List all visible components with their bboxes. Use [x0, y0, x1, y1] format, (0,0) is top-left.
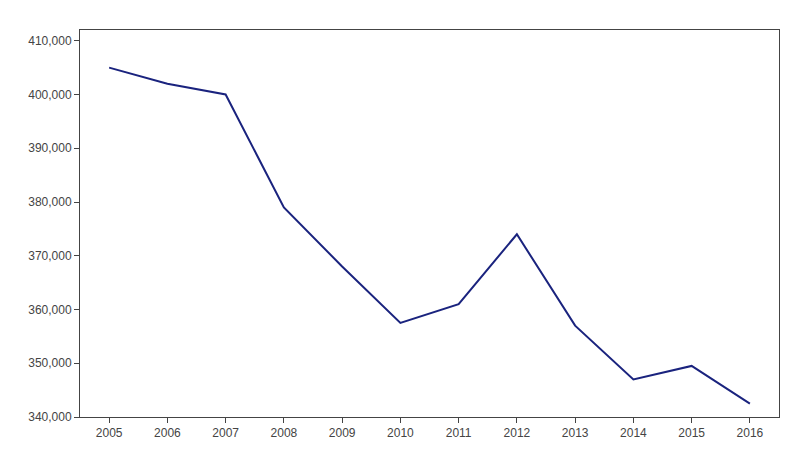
- svg-text:2005: 2005: [96, 426, 123, 440]
- svg-text:2012: 2012: [504, 426, 531, 440]
- svg-text:380,000: 380,000: [28, 195, 72, 209]
- svg-text:2007: 2007: [212, 426, 239, 440]
- svg-text:360,000: 360,000: [28, 303, 72, 317]
- svg-text:2016: 2016: [737, 426, 764, 440]
- svg-text:2006: 2006: [154, 426, 181, 440]
- svg-text:2008: 2008: [271, 426, 298, 440]
- svg-text:390,000: 390,000: [28, 141, 72, 155]
- svg-text:2009: 2009: [329, 426, 356, 440]
- svg-text:400,000: 400,000: [28, 88, 72, 102]
- svg-text:2014: 2014: [620, 426, 647, 440]
- svg-text:410,000: 410,000: [28, 34, 72, 48]
- svg-text:340,000: 340,000: [28, 410, 72, 424]
- svg-text:2011: 2011: [446, 426, 472, 440]
- svg-text:370,000: 370,000: [28, 249, 72, 263]
- svg-text:2015: 2015: [678, 426, 705, 440]
- svg-text:2013: 2013: [562, 426, 589, 440]
- svg-text:350,000: 350,000: [28, 356, 72, 370]
- svg-text:2010: 2010: [387, 426, 414, 440]
